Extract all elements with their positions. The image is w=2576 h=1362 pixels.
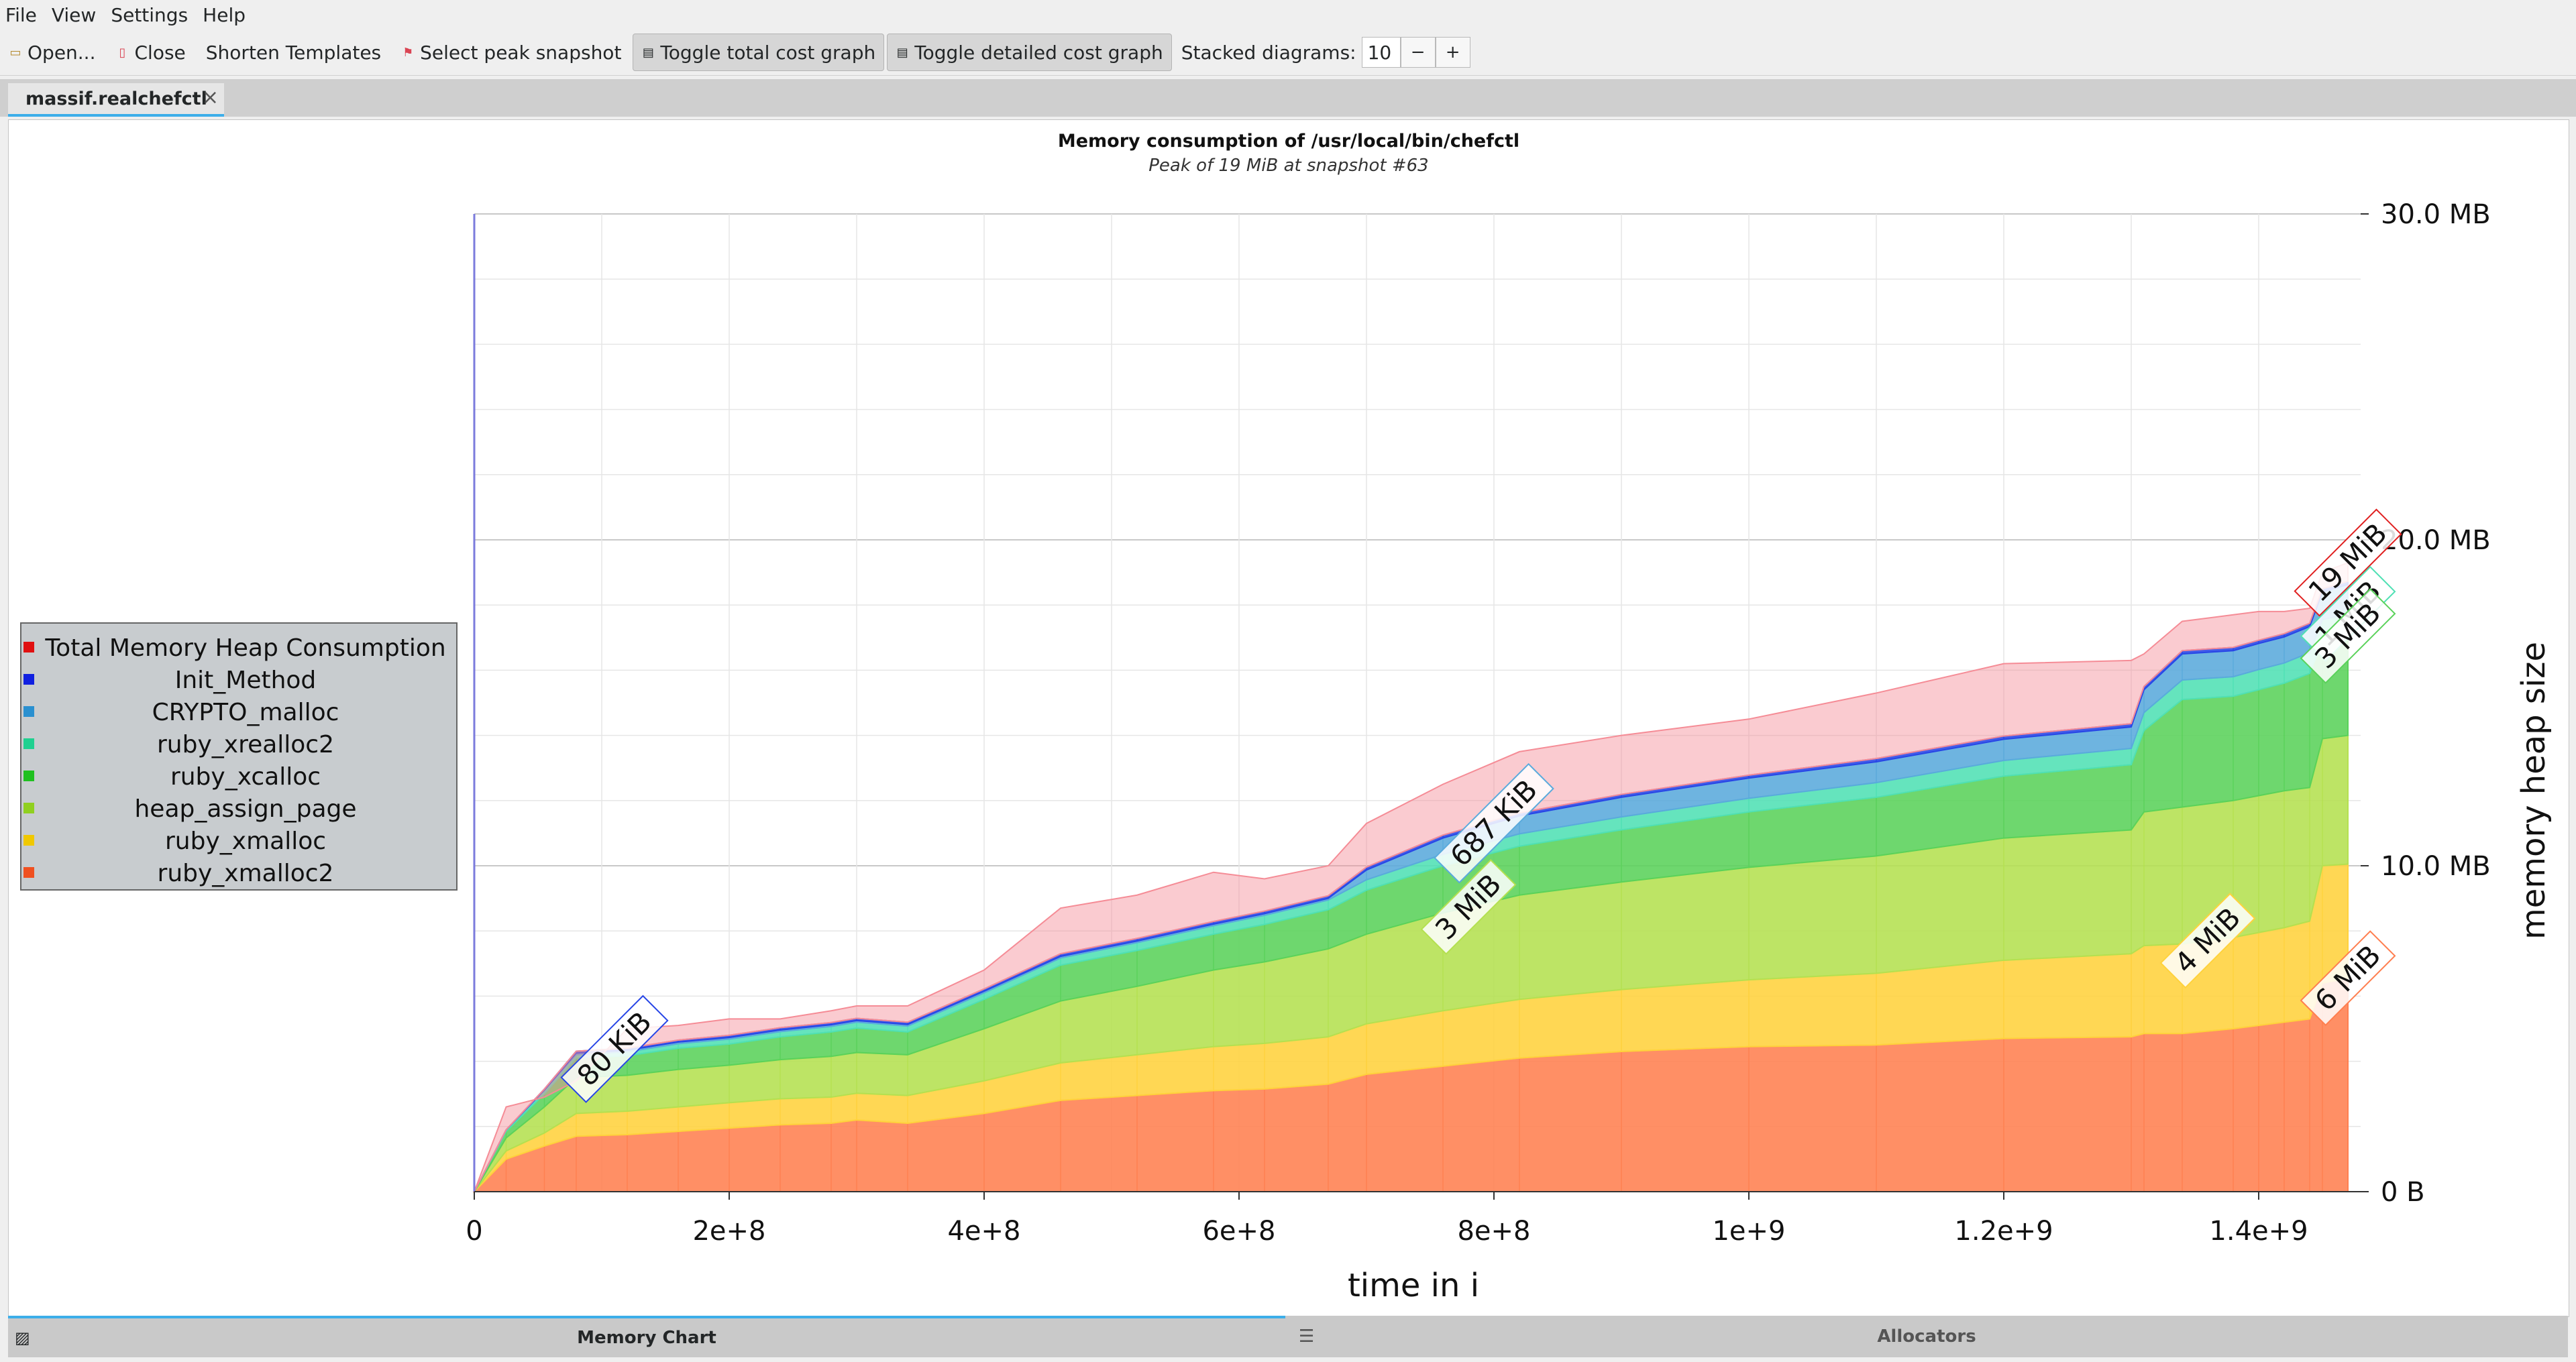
legend-swatch bbox=[23, 738, 34, 749]
legend-swatch bbox=[23, 771, 34, 781]
legend-entry: ruby_xcalloc bbox=[170, 763, 321, 791]
menu-help[interactable]: Help bbox=[203, 3, 246, 26]
legend: Total Memory Heap Consumption Init_Method… bbox=[20, 622, 458, 891]
y-axis-label: memory heap size bbox=[2515, 642, 2553, 940]
toggle-total-label: Toggle total cost graph bbox=[660, 41, 876, 64]
y-tick-label: 0 B bbox=[2381, 1177, 2425, 1208]
y-tick-label: 30.0 MB bbox=[2381, 199, 2491, 230]
x-tick-label: 2e+8 bbox=[692, 1216, 765, 1247]
chart-subtitle: Peak of 19 MiB at snapshot #63 bbox=[1148, 156, 1428, 176]
menu-settings[interactable]: Settings bbox=[111, 3, 189, 26]
annotation-box bbox=[2300, 587, 2396, 684]
open-label: Open... bbox=[28, 41, 96, 64]
toggle-total-cost-button[interactable]: ▤ Toggle total cost graph bbox=[633, 34, 885, 71]
legend-entry: Init_Method bbox=[175, 667, 317, 694]
chart-icon: ▤ bbox=[896, 45, 908, 60]
annotation-box bbox=[2159, 893, 2256, 989]
flag-icon: ⚑ bbox=[402, 45, 414, 60]
select-peak-label: Select peak snapshot bbox=[420, 41, 622, 64]
legend-box bbox=[20, 622, 458, 891]
memory-chart-tab-label: Memory Chart bbox=[577, 1328, 716, 1348]
tab-bar: massif.realchefctl × bbox=[0, 79, 2576, 117]
tab-memory-chart[interactable]: ▨ Memory Chart bbox=[8, 1316, 1285, 1357]
stacked-decrement-button[interactable]: − bbox=[1400, 37, 1436, 68]
legend-entry: Total Memory Heap Consumption bbox=[44, 634, 445, 662]
close-label: Close bbox=[134, 41, 186, 64]
list-icon: ☰ bbox=[1299, 1326, 1315, 1347]
toggle-detailed-cost-button[interactable]: ▤ Toggle detailed cost graph bbox=[887, 34, 1172, 71]
legend-swatch bbox=[23, 674, 34, 685]
x-tick-label: 1e+9 bbox=[1712, 1216, 1785, 1247]
legend-entry: ruby_xmalloc2 bbox=[158, 860, 334, 887]
chart-icon: ▤ bbox=[642, 45, 654, 60]
legend-entry: ruby_xrealloc2 bbox=[157, 731, 334, 758]
annotation-box bbox=[1434, 762, 1554, 884]
memory-chart: Memory consumption of /usr/local/bin/che… bbox=[20, 131, 2553, 1304]
legend-entry: CRYPTO_malloc bbox=[152, 699, 339, 726]
allocators-tab-label: Allocators bbox=[1877, 1326, 1976, 1347]
legend-entry: ruby_xmalloc bbox=[165, 828, 326, 855]
legend-entry: heap_assign_page bbox=[134, 795, 356, 823]
legend-swatch bbox=[23, 835, 34, 846]
chart-title: Memory consumption of /usr/local/bin/che… bbox=[1058, 131, 1519, 152]
annotation-box bbox=[2300, 930, 2396, 1027]
tab-close-icon[interactable]: × bbox=[201, 86, 219, 109]
toolbar: ▭ Open... ▯ Close Shorten Templates ⚑ Se… bbox=[0, 30, 2576, 76]
x-tick-label: 4e+8 bbox=[947, 1216, 1020, 1247]
legend-swatch bbox=[23, 642, 34, 652]
stacked-increment-button[interactable]: + bbox=[1435, 37, 1470, 68]
annotation-box bbox=[1420, 859, 1517, 955]
open-icon: ▭ bbox=[9, 45, 21, 60]
stacked-diagrams-input[interactable]: 10 bbox=[1361, 37, 1401, 68]
tab-allocators[interactable]: ☰ Allocators bbox=[1285, 1316, 2568, 1357]
close-button[interactable]: ▯ Close bbox=[107, 34, 195, 71]
tab-label: massif.realchefctl bbox=[25, 88, 207, 109]
x-axis-label: time in i bbox=[1348, 1267, 1479, 1304]
stacked-diagrams-label: Stacked diagrams: bbox=[1181, 41, 1356, 64]
stacked-areas bbox=[472, 561, 2349, 1192]
x-tick-label: 1.4e+9 bbox=[2209, 1216, 2308, 1247]
open-button[interactable]: ▭ Open... bbox=[0, 34, 105, 71]
tab-massif-file[interactable]: massif.realchefctl × bbox=[8, 83, 224, 117]
menu-bar: File View Settings Help bbox=[0, 0, 2576, 30]
x-tick-label: 0 bbox=[466, 1216, 482, 1247]
select-peak-button[interactable]: ⚑ Select peak snapshot bbox=[392, 34, 630, 71]
y-tick-label: 10.0 MB bbox=[2381, 851, 2491, 882]
legend-swatch bbox=[23, 803, 34, 813]
shorten-templates-button[interactable]: Shorten Templates bbox=[197, 34, 390, 71]
axes: 0 2e+8 4e+8 6e+8 8e+8 1e+9 1.2e+9 1.4e+9 0 B 10.0… bbox=[466, 199, 2490, 1247]
x-tick-label: 6e+8 bbox=[1202, 1216, 1275, 1247]
chart-tab-icon: ▨ bbox=[15, 1328, 30, 1347]
annotation-box bbox=[2294, 508, 2402, 617]
y-tick-label: 20.0 MB bbox=[2381, 525, 2491, 556]
shorten-templates-label: Shorten Templates bbox=[205, 41, 382, 64]
toggle-detailed-label: Toggle detailed cost graph bbox=[914, 41, 1163, 64]
menu-file[interactable]: File bbox=[5, 3, 37, 26]
chart-panel: Memory consumption of /usr/local/bin/che… bbox=[8, 119, 2569, 1317]
bottom-tab-bar: ▨ Memory Chart ☰ Allocators bbox=[8, 1316, 2568, 1357]
legend-swatch bbox=[23, 867, 34, 878]
menu-view[interactable]: View bbox=[51, 3, 97, 26]
legend-swatch bbox=[23, 706, 34, 717]
x-tick-label: 8e+8 bbox=[1457, 1216, 1530, 1247]
annotation-box bbox=[560, 995, 669, 1103]
close-file-icon: ▯ bbox=[119, 45, 126, 60]
x-tick-label: 1.2e+9 bbox=[1954, 1216, 2053, 1247]
